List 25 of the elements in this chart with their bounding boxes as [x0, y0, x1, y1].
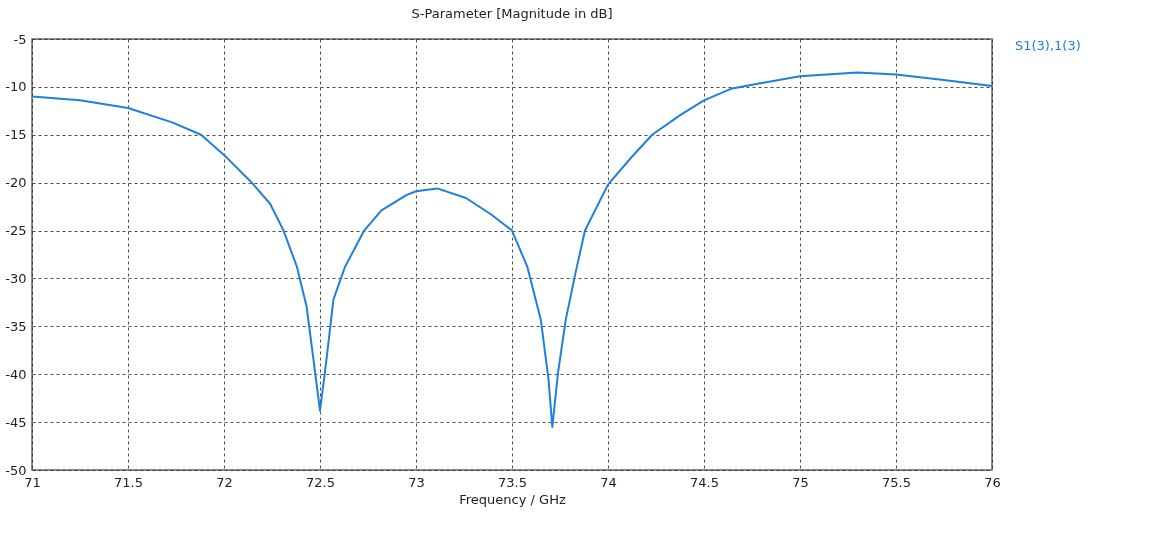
x-tick-label: 73.5: [498, 474, 527, 490]
x-tick-label: 71: [24, 474, 41, 490]
x-tick-label: 71.5: [114, 474, 143, 490]
text: S1(3),1(3): [1015, 37, 1081, 53]
x-tick-label: 74: [600, 474, 617, 490]
x-axis-title: Frequency / GHz: [459, 491, 566, 507]
y-tick-label: -5: [13, 31, 27, 47]
x-tick-label: 75.5: [882, 474, 911, 490]
x-tick-label: 72: [216, 474, 233, 490]
x-tick-label: 75: [792, 474, 809, 490]
y-tick-label: -40: [5, 366, 27, 382]
y-tick-label: -50: [5, 462, 27, 478]
x-tick-label: 73: [408, 474, 425, 490]
y-tick-label: -45: [5, 414, 27, 430]
y-tick-label: -20: [5, 175, 27, 191]
y-tick-label: -15: [5, 127, 27, 143]
x-tick-label: 76: [984, 474, 1001, 490]
y-tick-label: -10: [5, 79, 27, 95]
line-series: [32, 71, 992, 428]
chart-title: S-Parameter [Magnitude in dB]: [411, 6, 613, 21]
y-tick-label: -25: [5, 223, 27, 239]
x-tick-label: 74.5: [690, 474, 719, 490]
y-tick-label: -30: [5, 270, 27, 286]
y-tick-label: -35: [5, 318, 27, 334]
x-tick-label: 72.5: [306, 474, 335, 490]
